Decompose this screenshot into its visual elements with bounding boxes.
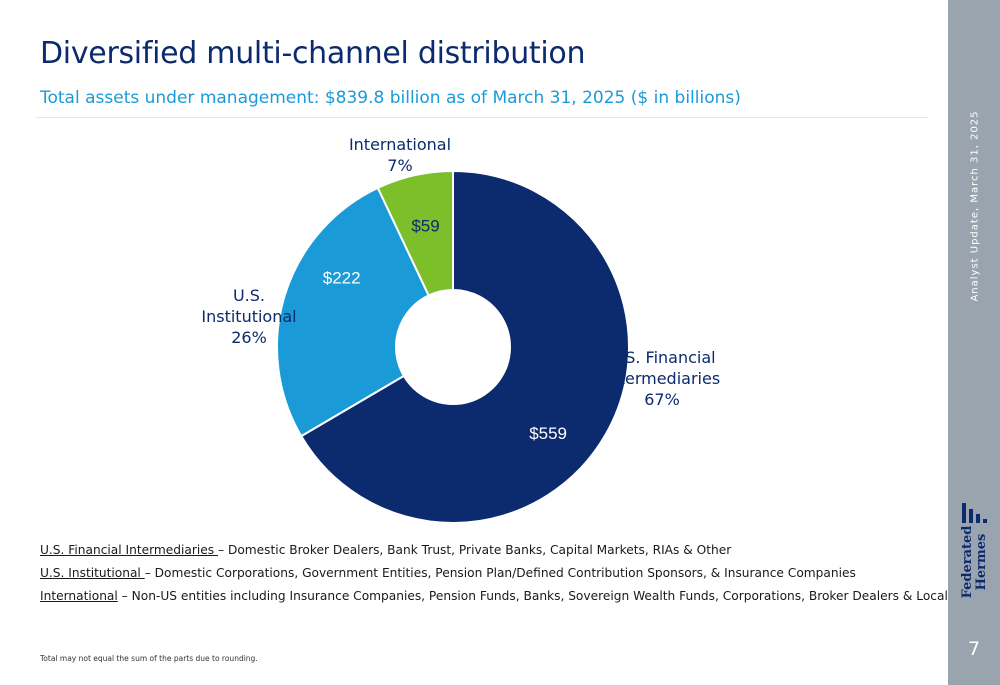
slice-label-line: 67%: [644, 390, 680, 409]
page-number: 7: [967, 638, 981, 660]
definitions-list: U.S. Financial Intermediaries – Domestic…: [40, 543, 1000, 612]
slice-label-line: Institutional: [201, 307, 296, 326]
logo-line: Hermes: [974, 533, 989, 591]
page-title: Diversified multi-channel distribution: [40, 36, 586, 71]
sidebar: Analyst Update, March 31, 2025 Federated…: [948, 0, 1000, 685]
definition-term: U.S. Institutional: [40, 566, 145, 580]
data-label: $222: [323, 269, 361, 288]
data-label: $59: [411, 216, 439, 235]
donut-slice-international: [376, 169, 454, 297]
slide: Diversified multi-channel distribution T…: [36, 36, 1000, 663]
definition-row: International – Non-US entities includin…: [40, 589, 1000, 612]
definition-text: – Domestic Corporations, Government Enti…: [144, 566, 856, 580]
definition-row: U.S. Institutional – Domestic Corporatio…: [40, 566, 1000, 589]
footnote: Total may not equal the sum of the parts…: [40, 654, 258, 663]
slice-label-line: 7%: [387, 156, 412, 175]
donut-slice-u-s-financial-intermediaries: [299, 169, 630, 524]
logo-bars-icon: [962, 503, 987, 523]
divider: [36, 117, 928, 118]
slice-label-line: U.S.: [233, 286, 265, 305]
donut-slice-u-s-institutional: [276, 186, 430, 438]
slice-label: International 7%: [349, 135, 451, 175]
definition-term: U.S. Financial Intermediaries: [40, 543, 218, 557]
side-caption: Analyst Update, March 31, 2025: [969, 110, 981, 302]
definition-term: International: [40, 589, 118, 603]
company-logo: Federated Hermes: [960, 525, 989, 599]
slice-label-line: International: [349, 135, 451, 154]
donut-chart: $559 U.S. Financial Intermediaries 67% $222 U…: [201, 135, 720, 524]
definition-text: – Domestic Broker Dealers, Bank Trust, P…: [218, 543, 732, 557]
slice-label: U.S. Financial Intermediaries 67%: [604, 348, 720, 409]
definition-text: – Non-US entities including Insurance Co…: [117, 589, 1000, 603]
slice-label: U.S. Institutional 26%: [201, 286, 296, 347]
slice-label-line: U.S. Financial: [608, 348, 715, 367]
data-label: $559: [529, 424, 567, 443]
slice-label-line: Intermediaries: [604, 369, 720, 388]
slice-label-line: 26%: [231, 328, 267, 347]
page-subtitle: Total assets under management: $839.8 bi…: [40, 88, 741, 108]
definition-row: U.S. Financial Intermediaries – Domestic…: [40, 543, 1000, 566]
logo-line: Federated: [960, 525, 975, 599]
